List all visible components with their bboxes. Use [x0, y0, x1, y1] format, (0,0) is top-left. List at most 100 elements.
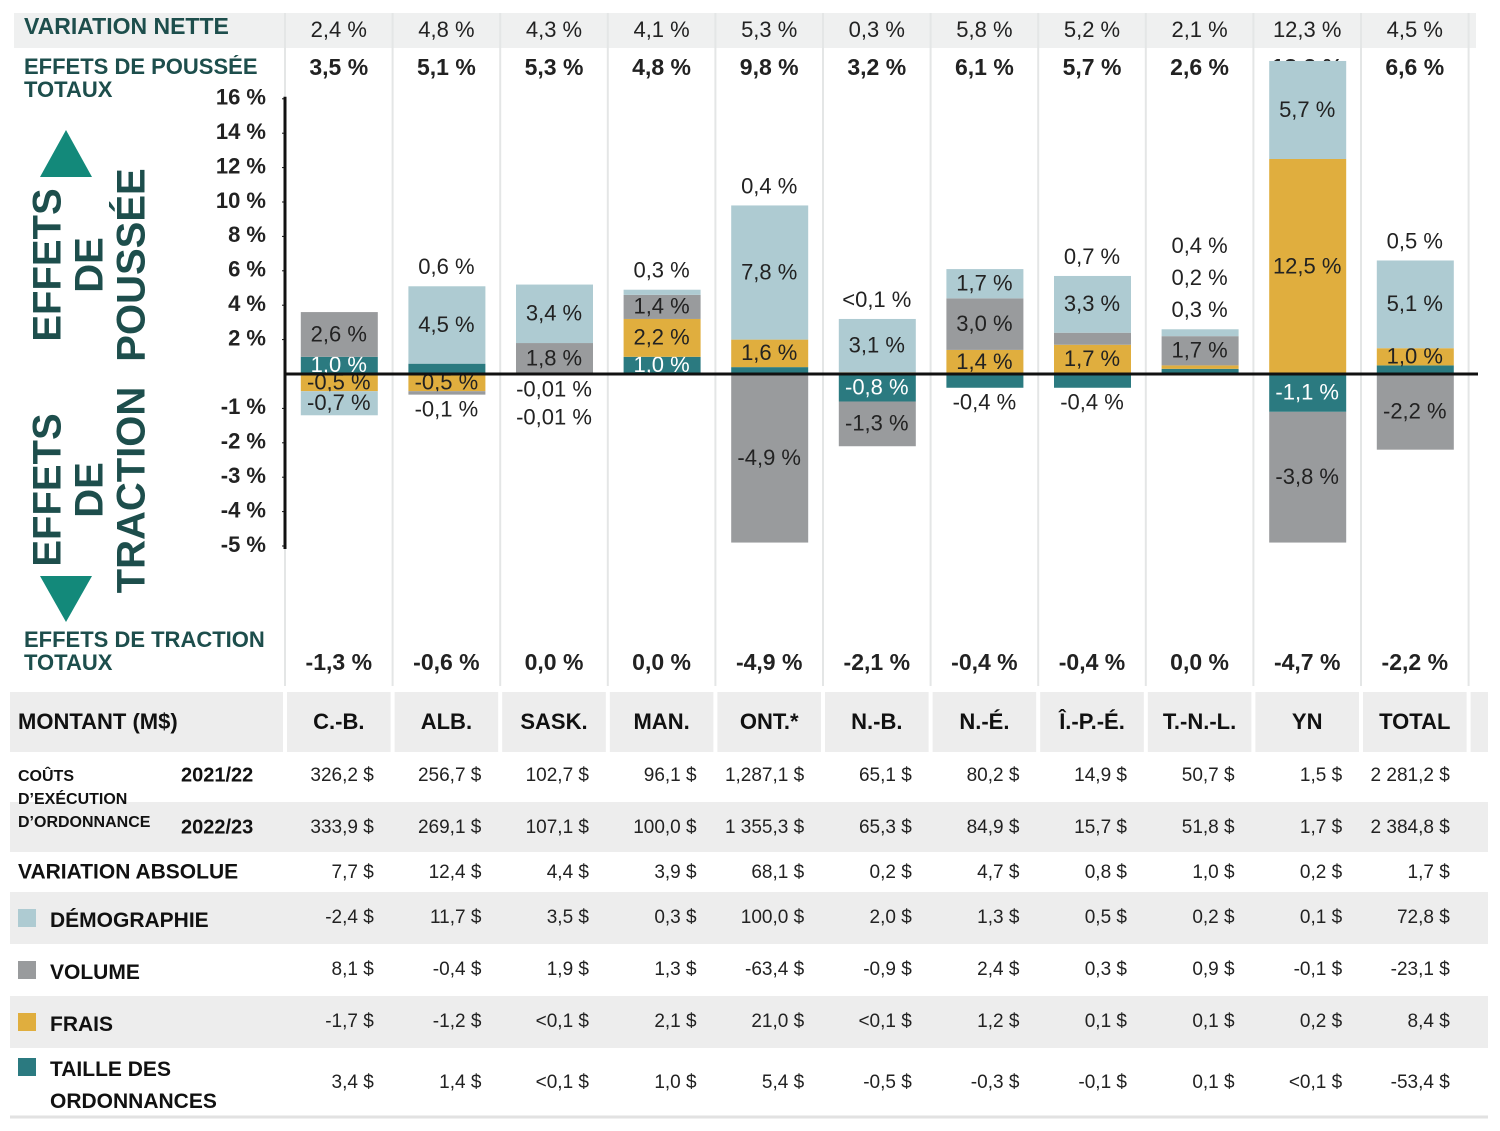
data-label: 3,0 %: [956, 311, 1012, 336]
data-label: 1,7 %: [1171, 338, 1227, 363]
cell-value: 1,3 $: [977, 907, 1020, 928]
bar-segment: [838, 401, 916, 447]
cell-value: 50,7 $: [1182, 765, 1235, 786]
side-label: TRACTION: [110, 387, 154, 594]
pull-total: -2,2 %: [1382, 649, 1448, 675]
push-total: 3,2 %: [847, 54, 906, 80]
table-header: MONTANT (M$): [18, 709, 178, 734]
y-tick-label: 14 %: [216, 119, 266, 144]
cell-value: 0,1 $: [1192, 1072, 1235, 1093]
data-label: -1,3 %: [845, 411, 909, 436]
cell-value: -0,3 $: [971, 1072, 1020, 1093]
cell-value: <0,1 $: [858, 1011, 912, 1032]
row-label-box: EFFETS DE TRACTION TOTAUX: [24, 628, 265, 674]
data-label: 0,3 %: [633, 258, 689, 283]
push-total: 6,1 %: [955, 54, 1014, 80]
net-variation: 4,5 %: [1387, 17, 1443, 42]
cost-label: COÛTS D’EXÉCUTION D’ORDONNANCE: [18, 768, 151, 832]
cell-value: 3,5 $: [547, 907, 590, 928]
bar-segment: [408, 286, 486, 364]
legend-label-box: DÉMOGRAPHIE: [50, 909, 209, 932]
cell-value: 2,1 $: [654, 1011, 697, 1032]
bar-segment: [1161, 368, 1239, 374]
data-label: -0,01 %: [516, 405, 592, 430]
cell-value: 1,9 $: [547, 959, 590, 980]
legend-label-box: TAILLE DES ORDONNANCES: [50, 1058, 217, 1113]
legend-swatch: [18, 909, 36, 927]
cell-value: -53,4 $: [1391, 1072, 1451, 1093]
cell-value: 100,0 $: [633, 817, 697, 838]
pull-total: 0,0 %: [1170, 649, 1229, 675]
legend-swatch: [18, 961, 36, 979]
cell-value: 8,4 $: [1408, 1011, 1451, 1032]
net-variation: 12,3 %: [1273, 17, 1342, 42]
year-label: 2022/23: [181, 816, 253, 838]
y-tick-label: -5 %: [221, 532, 266, 557]
bar-segment: [1161, 365, 1239, 369]
y-tick-label: 8 %: [228, 222, 266, 247]
cell-value: 256,7 $: [418, 765, 482, 786]
net-variation: 5,2 %: [1064, 17, 1120, 42]
data-label: 1,4 %: [633, 294, 689, 319]
y-tick-label: 16 %: [216, 85, 266, 110]
cell-value: 0,3 $: [654, 907, 697, 928]
cell-value: <0,1 $: [536, 1011, 590, 1032]
data-label: -2,2 %: [1383, 399, 1447, 424]
data-label: <0,1 %: [842, 287, 911, 312]
bar-segment: [623, 318, 701, 357]
data-label: 1,8 %: [526, 345, 582, 370]
row-label: EFFETS DE POUSSÉE TOTAUX: [24, 55, 258, 103]
legend-swatch: [18, 1013, 36, 1031]
year-label: 2021/22: [181, 764, 253, 786]
cell-value: <0,1 $: [536, 1072, 590, 1093]
bar-segment: [731, 374, 809, 543]
legend-label-box: VOLUME: [50, 961, 140, 984]
net-variation: 4,3 %: [526, 17, 582, 42]
cell-value: 0,1 $: [1300, 907, 1343, 928]
cell-value: -0,1 $: [1078, 1072, 1127, 1093]
bar-segment: [300, 356, 378, 374]
net-variation: 4,8 %: [418, 17, 474, 42]
bar-segment: [1054, 344, 1131, 374]
cell-value: 1,5 $: [1300, 765, 1343, 786]
data-label: -1,1 %: [1275, 380, 1339, 405]
data-label: 2,6 %: [311, 321, 367, 346]
cell-value: 100,0 $: [741, 907, 805, 928]
row-label-box: EFFETS DE POUSSÉE TOTAUX: [24, 55, 258, 103]
bar-segment: [623, 294, 701, 319]
bar-segment: [946, 374, 1024, 388]
cell-value: 0,2 $: [1192, 907, 1235, 928]
bar-segment: [1161, 336, 1239, 366]
cell-value: 0,2 $: [870, 862, 913, 883]
cell-value: 3,9 $: [654, 862, 697, 883]
bar-segment: [300, 312, 378, 357]
cell-value: 1,0 $: [1192, 862, 1235, 883]
net-variation: 4,1 %: [633, 17, 689, 42]
y-tick-label: -4 %: [221, 497, 266, 522]
cell-value: 68,1 $: [751, 862, 804, 883]
bar-segment: [1161, 329, 1239, 337]
down-arrow: [40, 576, 92, 622]
cell-value: 102,7 $: [526, 765, 590, 786]
cell-value: -23,1 $: [1391, 959, 1451, 980]
bar-segment: [1269, 411, 1347, 543]
cell-value: 0,5 $: [1085, 907, 1128, 928]
cell-value: 4,7 $: [977, 862, 1020, 883]
bar-segment: [408, 391, 486, 395]
data-label: -4,9 %: [737, 445, 801, 470]
cell-value: 80,2 $: [967, 765, 1020, 786]
bar-segment: [946, 349, 1024, 374]
bar-segment: [300, 391, 378, 416]
cell-value: -63,4 $: [745, 959, 805, 980]
bar-segment: [1376, 260, 1454, 349]
column-header: SASK.: [520, 709, 587, 734]
push-total: 5,1 %: [417, 54, 476, 80]
legend-label: FRAIS: [50, 1013, 113, 1036]
y-tick-label: 2 %: [228, 325, 266, 350]
legend-label: TAILLE DES ORDONNANCES: [50, 1058, 217, 1113]
bar-segment: [623, 289, 701, 295]
data-label: 0,7 %: [1064, 244, 1120, 269]
bar-segment: [731, 205, 809, 340]
net-variation: 2,4 %: [311, 17, 367, 42]
column-header: N.-B.: [851, 709, 902, 734]
